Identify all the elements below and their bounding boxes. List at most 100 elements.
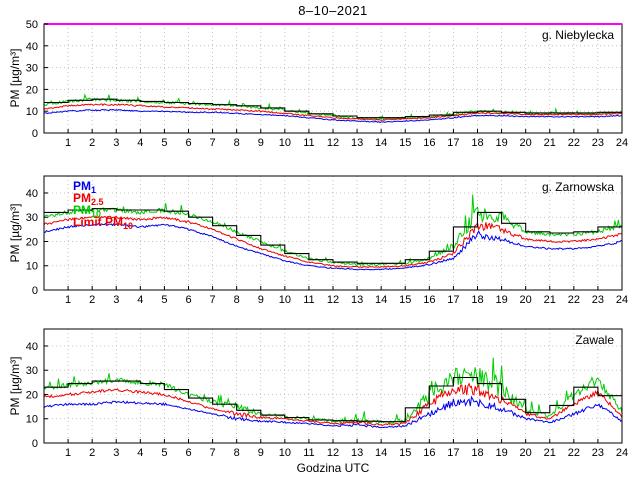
svg-text:11: 11 bbox=[303, 294, 314, 306]
svg-text:12: 12 bbox=[327, 137, 339, 149]
svg-text:22: 22 bbox=[568, 137, 580, 149]
svg-text:6: 6 bbox=[185, 447, 191, 459]
y-axis-label-panel1: PM [µg/m³] bbox=[8, 48, 22, 108]
svg-text:40: 40 bbox=[26, 188, 38, 200]
panel-zawale: 1 2 3 4 5 6 7 8 9 10 11 12 13 14 15 16 17 18 19 20 21 22 23 240… bbox=[26, 328, 628, 459]
svg-text:9: 9 bbox=[258, 294, 264, 306]
svg-text:4: 4 bbox=[137, 137, 143, 149]
axis-ticks: 1 2 3 4 5 6 7 8 9 10 11 12 13 14 15 16 17 18 19 20 21 22 23 240… bbox=[26, 19, 628, 149]
svg-text:8: 8 bbox=[234, 137, 240, 149]
series-limit-pm10-step bbox=[44, 208, 622, 264]
svg-text:4: 4 bbox=[137, 294, 143, 306]
axis-ticks: 1 2 3 4 5 6 7 8 9 10 11 12 13 14 15 16 17 18 19 20 21 22 23 240… bbox=[26, 341, 628, 459]
svg-text:17: 17 bbox=[447, 294, 459, 306]
svg-text:0: 0 bbox=[32, 128, 38, 140]
svg-text:6: 6 bbox=[185, 294, 191, 306]
svg-text:30: 30 bbox=[26, 63, 38, 75]
svg-text:20: 20 bbox=[520, 137, 532, 149]
panel-g-zarnowska: 1 2 3 4 5 6 7 8 9 10 11 12 13 14 15 16 17 18 19 20 21 22 23 240… bbox=[26, 175, 628, 306]
svg-text:4: 4 bbox=[137, 447, 143, 459]
svg-text:7: 7 bbox=[210, 137, 216, 149]
svg-text:5: 5 bbox=[161, 137, 167, 149]
svg-text:40: 40 bbox=[26, 41, 38, 53]
svg-text:22: 22 bbox=[568, 447, 580, 459]
svg-text:20: 20 bbox=[26, 236, 38, 248]
svg-text:40: 40 bbox=[26, 341, 38, 353]
svg-text:13: 13 bbox=[351, 294, 363, 306]
svg-text:5: 5 bbox=[161, 447, 167, 459]
svg-text:18: 18 bbox=[471, 447, 483, 459]
svg-text:2: 2 bbox=[89, 137, 95, 149]
y-axis-label-panel3: PM [µg/m³] bbox=[8, 356, 22, 416]
series-pm25 bbox=[44, 215, 622, 269]
svg-text:14: 14 bbox=[375, 137, 387, 149]
svg-text:10: 10 bbox=[26, 261, 38, 273]
svg-text:14: 14 bbox=[375, 294, 387, 306]
svg-text:23: 23 bbox=[592, 447, 604, 459]
panel-g-niebylecka: 1 2 3 4 5 6 7 8 9 10 11 12 13 14 15 16 17 18 19 20 21 22 23 240… bbox=[26, 19, 628, 149]
svg-text:18: 18 bbox=[471, 294, 483, 306]
svg-text:1: 1 bbox=[65, 137, 71, 149]
svg-text:23: 23 bbox=[592, 294, 604, 306]
svg-text:8: 8 bbox=[234, 294, 240, 306]
svg-text:10: 10 bbox=[279, 137, 291, 149]
grid-lines bbox=[44, 176, 622, 290]
series-pm25 bbox=[44, 103, 622, 121]
series-limit-pm10-step bbox=[44, 376, 622, 423]
svg-text:9: 9 bbox=[258, 137, 264, 149]
svg-text:7: 7 bbox=[210, 447, 216, 459]
svg-text:10: 10 bbox=[279, 447, 291, 459]
station-label: g. Zarnowska bbox=[542, 180, 614, 194]
legend-item: PM10 bbox=[73, 203, 101, 219]
svg-text:8: 8 bbox=[234, 447, 240, 459]
series-limit-pm10-step bbox=[44, 98, 622, 119]
svg-text:2: 2 bbox=[89, 447, 95, 459]
svg-text:24: 24 bbox=[616, 447, 628, 459]
svg-text:14: 14 bbox=[375, 447, 387, 459]
legend-item: PM2.5 bbox=[73, 191, 104, 207]
svg-text:18: 18 bbox=[471, 137, 483, 149]
series-pm1 bbox=[44, 222, 622, 271]
svg-text:15: 15 bbox=[399, 447, 411, 459]
station-label: Zawale bbox=[575, 333, 614, 347]
svg-text:6: 6 bbox=[185, 137, 191, 149]
svg-text:3: 3 bbox=[113, 137, 119, 149]
svg-text:12: 12 bbox=[327, 447, 339, 459]
svg-text:10: 10 bbox=[279, 294, 291, 306]
svg-text:0: 0 bbox=[32, 438, 38, 450]
svg-text:10: 10 bbox=[26, 106, 38, 118]
svg-text:16: 16 bbox=[423, 447, 435, 459]
figure-title: 8–10–2021 bbox=[298, 3, 368, 18]
svg-text:24: 24 bbox=[616, 137, 628, 149]
svg-text:23: 23 bbox=[592, 137, 604, 149]
svg-text:30: 30 bbox=[26, 212, 38, 224]
svg-text:17: 17 bbox=[447, 447, 459, 459]
svg-text:11: 11 bbox=[303, 137, 314, 149]
svg-text:22: 22 bbox=[568, 294, 580, 306]
svg-text:30: 30 bbox=[26, 365, 38, 377]
svg-text:3: 3 bbox=[113, 447, 119, 459]
svg-text:1: 1 bbox=[65, 447, 71, 459]
svg-text:16: 16 bbox=[423, 294, 435, 306]
svg-text:20: 20 bbox=[520, 294, 532, 306]
svg-text:20: 20 bbox=[26, 389, 38, 401]
svg-text:21: 21 bbox=[544, 447, 556, 459]
svg-text:0: 0 bbox=[32, 285, 38, 297]
svg-text:9: 9 bbox=[258, 447, 264, 459]
legend-item: Limit PM10 bbox=[73, 215, 133, 231]
svg-text:2: 2 bbox=[89, 294, 95, 306]
svg-text:7: 7 bbox=[210, 294, 216, 306]
x-axis-label: Godzina UTC bbox=[296, 461, 370, 475]
svg-text:16: 16 bbox=[423, 137, 435, 149]
svg-text:13: 13 bbox=[351, 137, 363, 149]
svg-text:20: 20 bbox=[520, 447, 532, 459]
legend-item: PM1 bbox=[73, 179, 96, 195]
grid-lines bbox=[44, 329, 622, 443]
svg-text:13: 13 bbox=[351, 447, 363, 459]
axis-ticks: 1 2 3 4 5 6 7 8 9 10 11 12 13 14 15 16 17 18 19 20 21 22 23 240… bbox=[26, 188, 628, 306]
svg-text:19: 19 bbox=[495, 137, 507, 149]
svg-text:21: 21 bbox=[544, 294, 556, 306]
